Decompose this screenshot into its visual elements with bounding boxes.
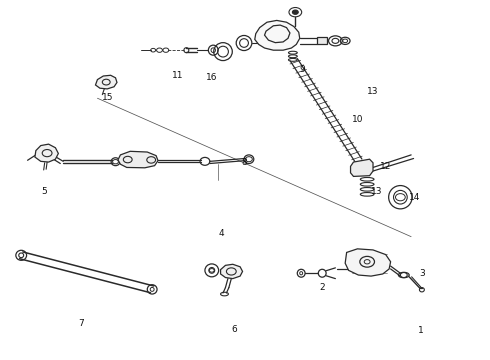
Text: 14: 14: [409, 193, 421, 202]
Text: 12: 12: [380, 162, 392, 171]
Text: 13: 13: [371, 187, 383, 196]
Polygon shape: [35, 144, 58, 162]
Polygon shape: [350, 159, 373, 176]
Text: 15: 15: [101, 93, 113, 102]
Text: 8: 8: [241, 158, 247, 167]
Text: 5: 5: [41, 187, 47, 196]
Text: 3: 3: [419, 269, 425, 278]
Text: 1: 1: [418, 326, 424, 335]
Polygon shape: [118, 151, 158, 168]
Polygon shape: [220, 264, 243, 279]
Text: 11: 11: [172, 71, 183, 80]
Polygon shape: [345, 249, 391, 276]
Polygon shape: [255, 21, 300, 50]
Text: 6: 6: [231, 325, 237, 334]
Bar: [318, 37, 327, 44]
Text: 16: 16: [206, 73, 218, 82]
Circle shape: [293, 10, 298, 14]
Text: 4: 4: [219, 229, 224, 238]
Text: 2: 2: [319, 283, 325, 292]
Text: 9: 9: [300, 65, 306, 74]
Text: 10: 10: [352, 115, 363, 124]
Text: 7: 7: [78, 319, 84, 328]
Text: 13: 13: [368, 86, 379, 95]
Polygon shape: [96, 75, 117, 89]
